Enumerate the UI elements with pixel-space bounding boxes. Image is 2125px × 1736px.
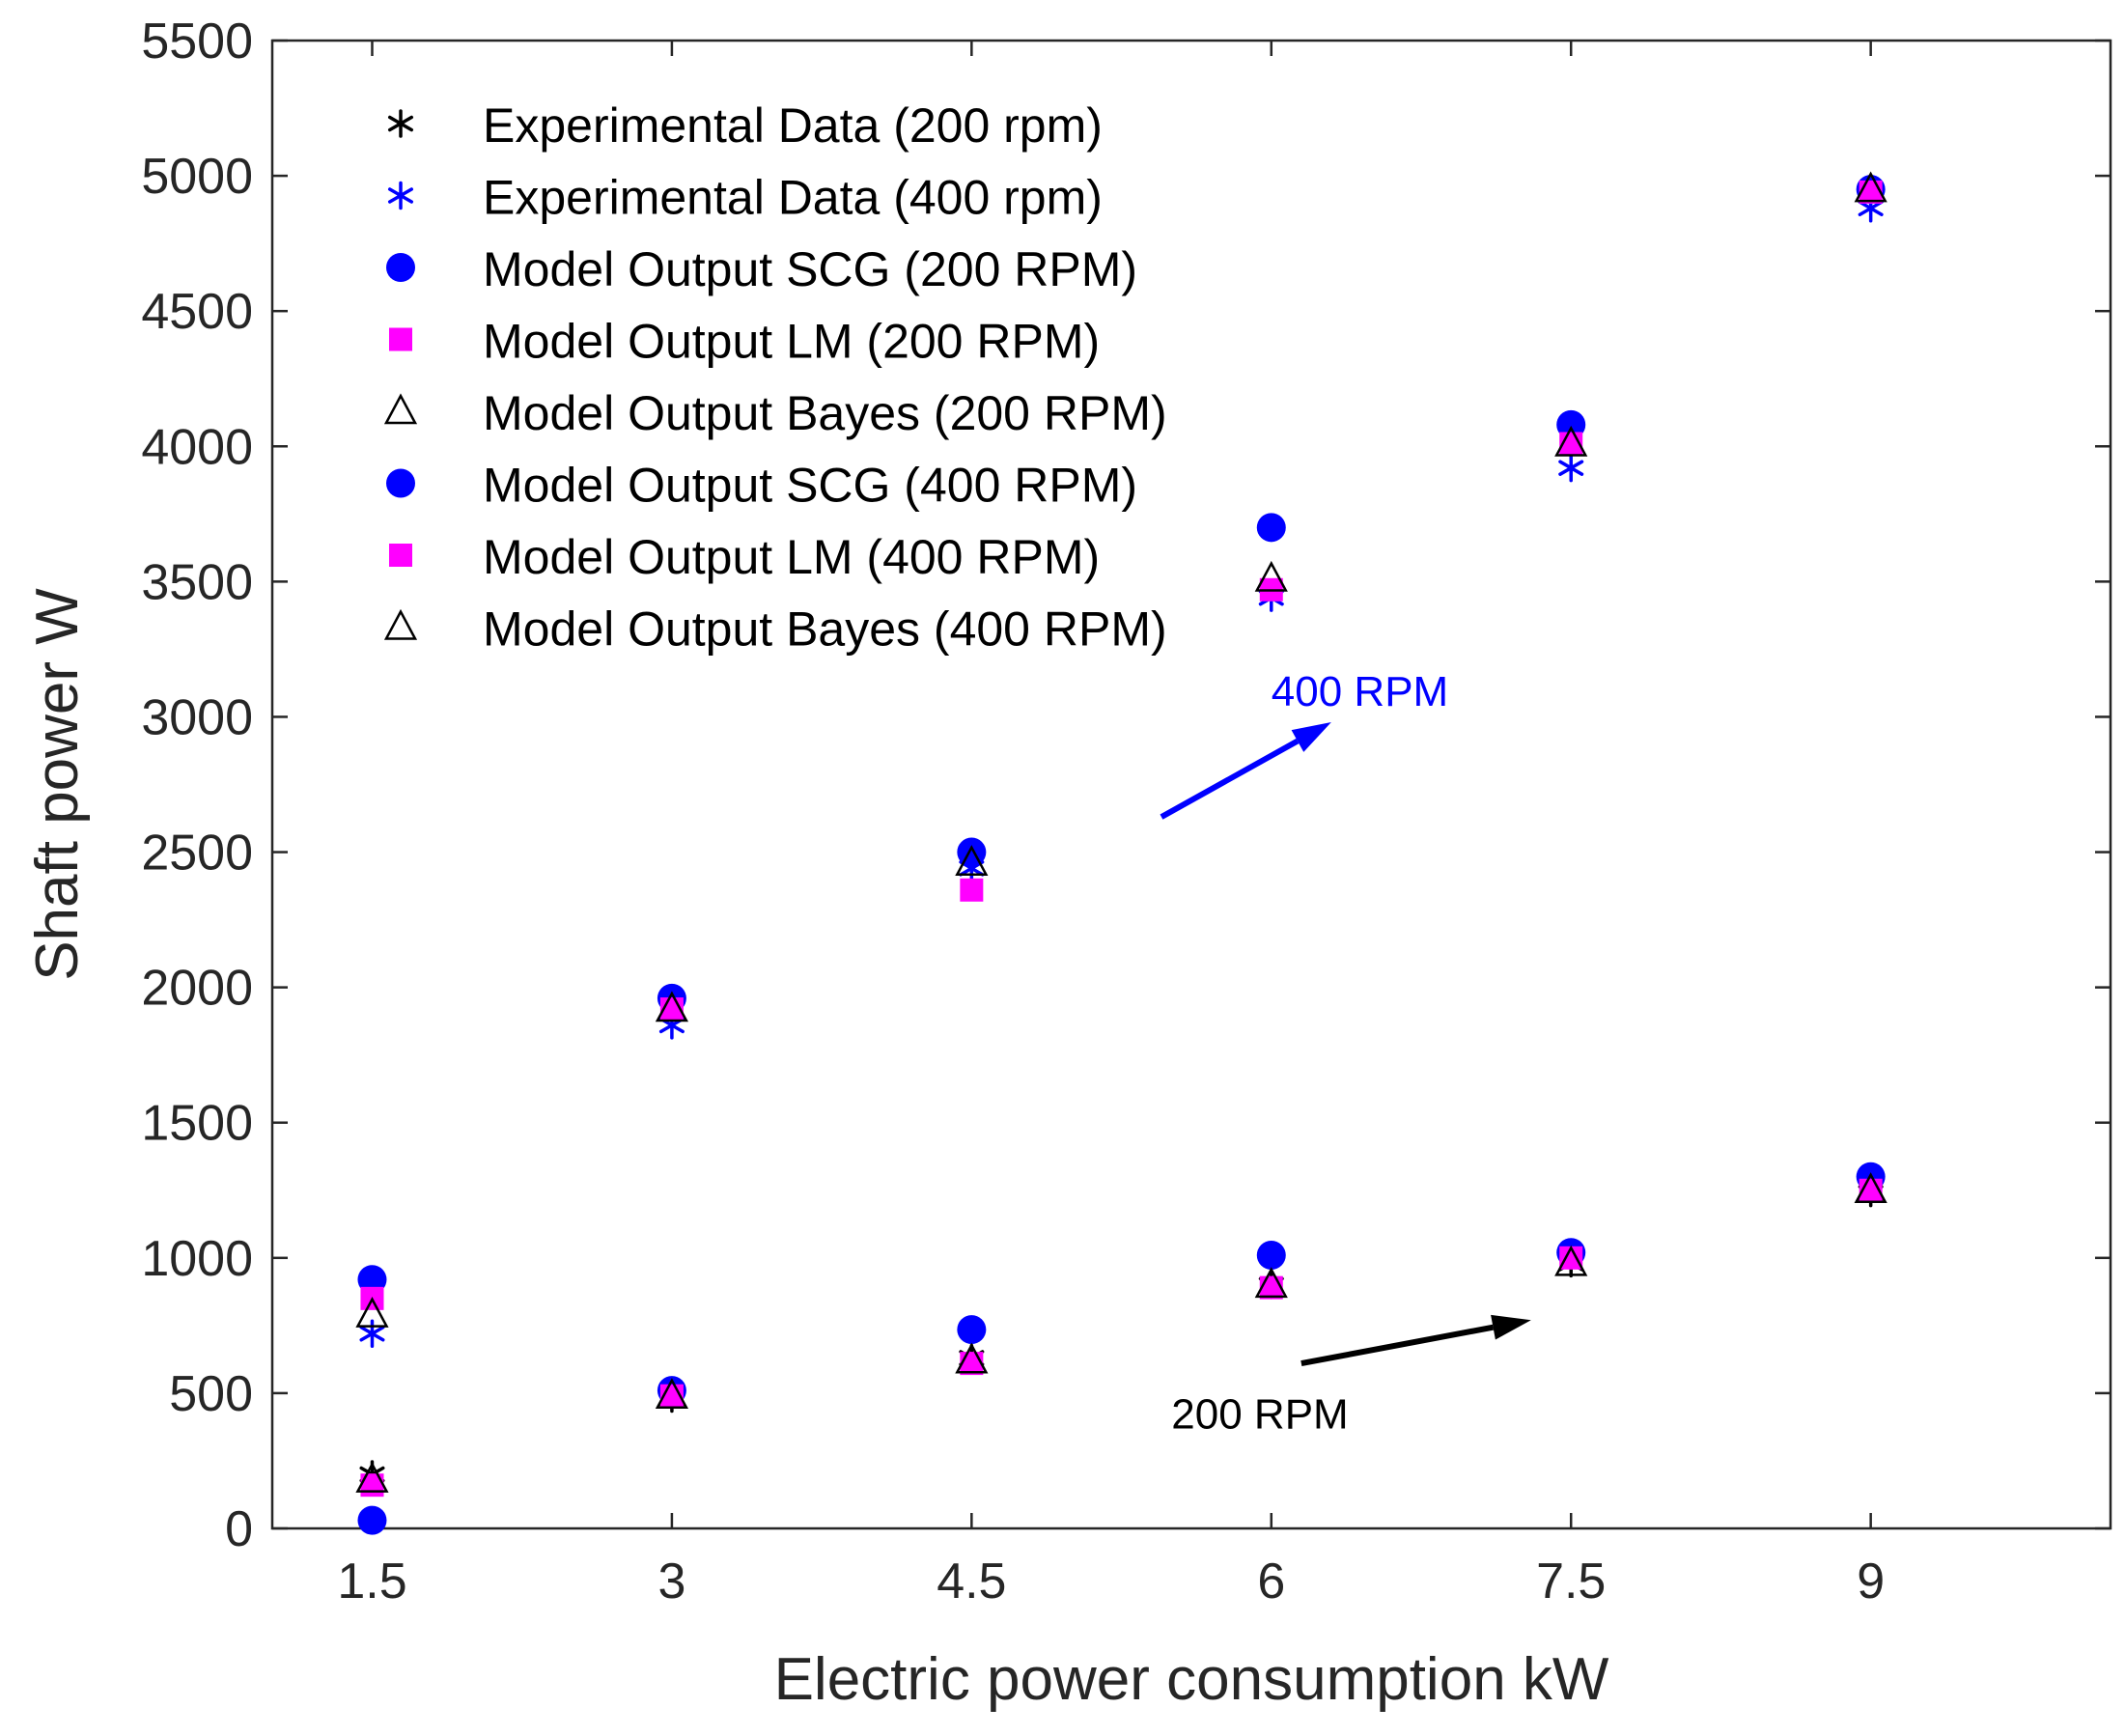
annotation-arrow-line (1300, 1324, 1495, 1367)
legend-marker (387, 181, 414, 210)
legend-marker (387, 109, 414, 138)
point-s5-2 (655, 1378, 689, 1409)
point-s3-1 (357, 1505, 387, 1535)
legend-marker (389, 544, 412, 567)
annotation-arrow-head (1291, 722, 1331, 752)
legend-marker (383, 608, 418, 640)
y-tick-label: 500 (169, 1366, 253, 1422)
legend-label: Model Output Bayes (200 RPM) (483, 386, 1167, 440)
x-tick-label: 6 (1257, 1554, 1285, 1610)
y-tick-label: 3000 (141, 689, 253, 745)
point-s2-5 (1558, 453, 1584, 483)
legend-label: Model Output LM (200 RPM) (483, 315, 1100, 369)
legend-label: Model Output SCG (400 RPM) (483, 459, 1137, 513)
y-tick-label: 1500 (141, 1096, 253, 1152)
y-axis-label: Shaft power W (24, 588, 91, 981)
point-s8-4 (1254, 560, 1288, 592)
point-s8-5 (1554, 425, 1588, 457)
annotation-label: 200 RPM (1171, 1390, 1348, 1438)
point-s6-1 (357, 1265, 387, 1295)
y-tick-label: 2000 (141, 961, 253, 1017)
point-s6-5 (1556, 409, 1586, 439)
point-s3-4 (1256, 1241, 1286, 1271)
data-points (355, 171, 1887, 1535)
y-tick-label: 2500 (141, 826, 253, 882)
legend-label: Model Output Bayes (400 RPM) (483, 602, 1167, 657)
x-tick-labels: 1.5 3 4.5 6 7.5 9 (337, 1554, 1885, 1610)
point-s8-2 (655, 991, 689, 1022)
legend-marker (389, 327, 412, 351)
y-tick-labels: 0 500 1000 1500 2000 2500 3000 3500 4000 4500 5000… (141, 14, 253, 1557)
x-tick-label: 7.5 (1536, 1554, 1606, 1610)
point-s3-3 (957, 1315, 987, 1345)
point-s8-6 (1854, 171, 1887, 203)
legend-label: Experimental Data (400 rpm) (483, 171, 1103, 225)
y-tick-label: 4000 (141, 419, 253, 475)
legend-marker (386, 253, 415, 282)
y-tick-label: 5500 (141, 14, 253, 70)
legend-label: Experimental Data (200 rpm) (483, 98, 1103, 153)
legend-marker (386, 468, 415, 498)
annotations: 400 RPM 200 RPM (1160, 668, 1531, 1438)
annotation-arrow-line (1160, 738, 1300, 820)
x-tick-label: 1.5 (337, 1554, 406, 1610)
point-s7-3 (960, 878, 984, 902)
point-s6-3 (957, 837, 987, 867)
y-tick-label: 4500 (141, 284, 253, 340)
annotation-arrow-head (1491, 1314, 1531, 1340)
legend-label: Model Output SCG (200 RPM) (483, 242, 1137, 296)
legend: Experimental Data (200 rpm) Experimental … (383, 98, 1167, 657)
point-s8-1 (355, 1297, 389, 1328)
x-tick-label: 9 (1857, 1554, 1885, 1610)
axis-ticks (272, 39, 2111, 1530)
legend-label: Model Output LM (400 RPM) (483, 530, 1100, 584)
plot-area (270, 39, 2112, 1530)
y-tick-label: 1000 (141, 1231, 253, 1287)
point-s6-4 (1256, 513, 1286, 543)
x-tick-label: 4.5 (937, 1554, 1006, 1610)
point-s5-4 (1254, 1267, 1288, 1299)
annotation-label: 400 RPM (1272, 668, 1448, 715)
point-s5-1 (355, 1461, 389, 1493)
x-axis-label: Electric power consumption kW (774, 1646, 1609, 1713)
point-s8-3 (955, 845, 989, 877)
y-tick-label: 3500 (141, 554, 253, 610)
legend-marker (383, 393, 418, 425)
point-s5-6 (1854, 1172, 1887, 1204)
point-s5-3 (955, 1342, 989, 1374)
y-tick-label: 5000 (141, 149, 253, 205)
point-s5-5 (1554, 1245, 1588, 1276)
y-tick-label: 0 (225, 1501, 253, 1557)
x-tick-label: 3 (657, 1554, 685, 1610)
